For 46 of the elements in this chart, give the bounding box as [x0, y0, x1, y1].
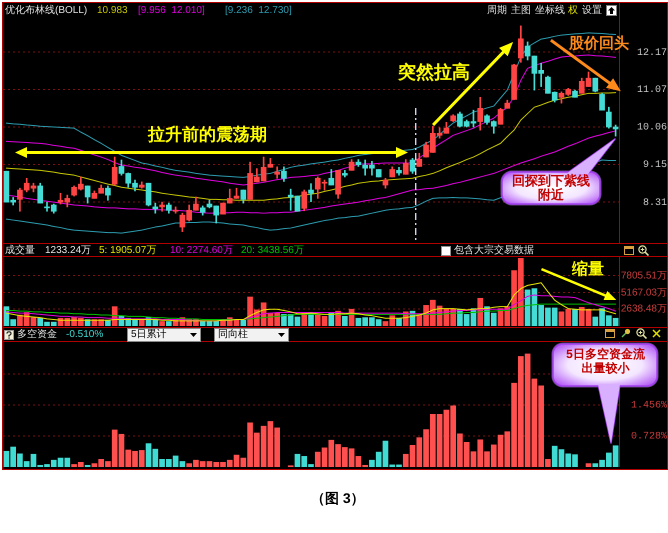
- y-tick-label: 8.31: [642, 198, 667, 209]
- annotation: 设置: [582, 5, 602, 16]
- y-tick-label: 10.06: [636, 122, 667, 134]
- y-tick-label: 9.15: [642, 160, 667, 171]
- y-tick-label: 7805.51万: [620, 270, 667, 282]
- bar: [572, 308, 578, 326]
- y-tick-label: 1.456%: [630, 400, 667, 412]
- annotation: 权: [568, 5, 578, 16]
- bar: [138, 320, 145, 326]
- candlestick: [308, 183, 314, 202]
- annotation: 缩量: [572, 261, 604, 278]
- chart-title: 成交量: [5, 245, 35, 256]
- bar: [342, 316, 348, 326]
- chart-title: 多空资金: [17, 329, 57, 340]
- annotation: 10.983: [97, 5, 128, 16]
- text: 1233.24万: [45, 245, 92, 256]
- annotation: [9.956 12.010]: [138, 5, 205, 16]
- annotation: 周期: [487, 5, 507, 16]
- y-tick-label: 12.17: [636, 48, 667, 59]
- y-tick-label: 11.07: [636, 85, 667, 96]
- text: 包含大宗交易数据: [454, 245, 534, 256]
- bar: [396, 318, 402, 326]
- annotation: 突然拉高: [398, 62, 470, 82]
- text: 5: 1905.07万: [99, 245, 156, 256]
- annotation: 拉升前的震荡期: [148, 125, 267, 144]
- annotation: 回探到下紫线附近: [511, 173, 591, 203]
- bar: [166, 321, 172, 326]
- bar: [159, 321, 165, 326]
- annotation: 主图: [511, 5, 531, 16]
- text: -0.510%: [66, 329, 104, 340]
- y-tick-label: 5167.03万: [620, 287, 667, 298]
- bar: [105, 320, 111, 326]
- dropdown: 同向柱: [214, 328, 289, 342]
- bar: [586, 463, 592, 467]
- chart-title: 优化布林线(BOLL): [5, 5, 88, 16]
- text: （图 3）: [311, 490, 365, 506]
- text: 20: 3438.56万: [241, 245, 304, 256]
- annotation: [9.236 12.730]: [225, 5, 292, 16]
- text: 10: 2274.60万: [170, 245, 233, 256]
- annotation: 坐标线: [535, 5, 565, 16]
- bar: [308, 313, 314, 326]
- bar: [240, 320, 246, 326]
- dropdown: 5日累计: [127, 328, 201, 342]
- annotation: 5日多空资金流出量较小: [565, 347, 646, 376]
- y-tick-label: 0.728%: [630, 432, 667, 443]
- y-tick-label: 2638.48万: [620, 304, 667, 315]
